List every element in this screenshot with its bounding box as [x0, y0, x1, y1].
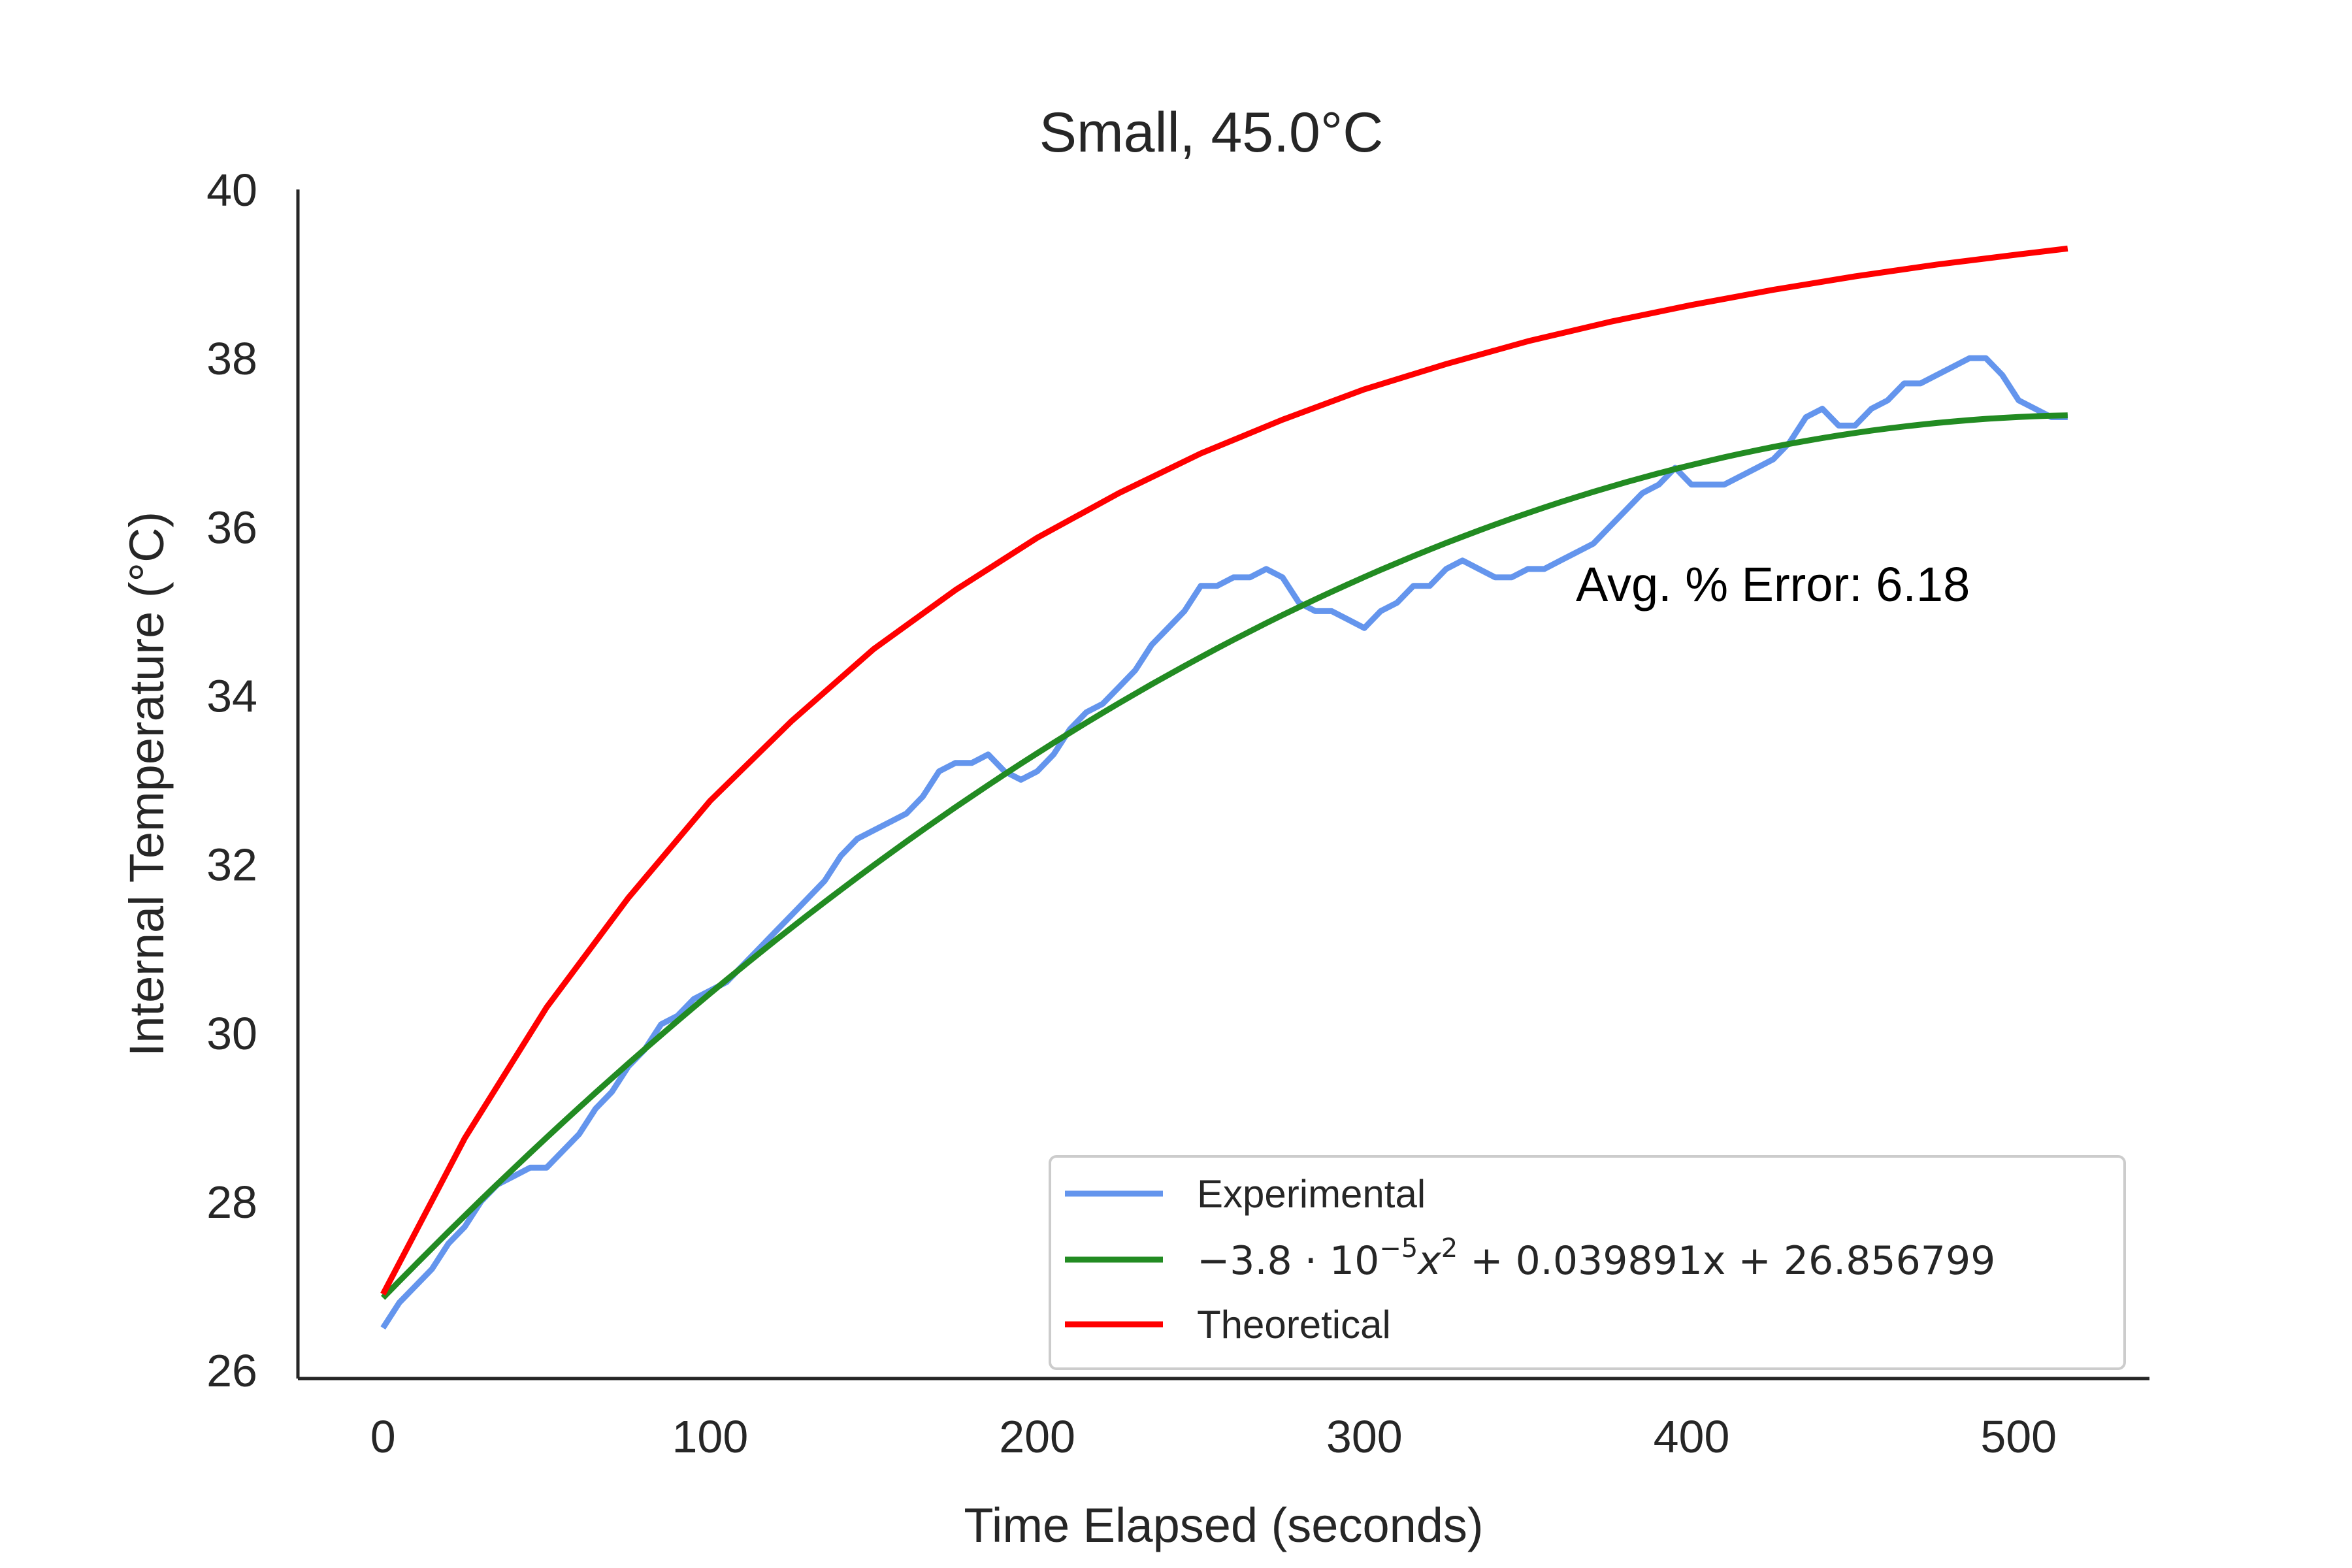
- error-annotation: Avg. % Error: 6.18: [1576, 557, 1970, 612]
- y-tick-label: 28: [206, 1177, 257, 1228]
- y-tick-label: 38: [206, 333, 257, 384]
- series-line-fit: [380, 412, 2068, 1300]
- legend-label-fit: −3.8 · 10−5x2 + 0.039891x + 26.856799: [1197, 1233, 1995, 1284]
- legend-label-experimental: Experimental: [1197, 1172, 1426, 1216]
- series-lines: [380, 245, 2068, 1330]
- y-tick-labels: 26 28 30 32 34 36 38 40: [206, 165, 257, 1396]
- x-tick-label: 100: [672, 1411, 748, 1462]
- legend: Experimental −3.8 · 10−5x2 + 0.039891x +…: [1049, 1155, 2126, 1370]
- y-tick-label: 26: [206, 1345, 257, 1396]
- y-tick-label: 32: [206, 840, 257, 890]
- y-tick-label: 40: [206, 165, 257, 216]
- series-line-theoretical: [380, 245, 2068, 1296]
- x-tick-label: 400: [1654, 1411, 1730, 1462]
- legend-box: [1049, 1155, 2126, 1370]
- chart-title: Small, 45.0°C: [1039, 101, 1384, 164]
- x-tick-label: 200: [999, 1411, 1075, 1462]
- y-axis-label: Internal Temperature (°C): [120, 512, 174, 1056]
- y-tick-label: 34: [206, 670, 257, 721]
- x-tick-labels: 0 100 200 300 400 500: [370, 1411, 2057, 1462]
- y-tick-label: 36: [206, 502, 257, 553]
- x-axis-label: Time Elapsed (seconds): [964, 1498, 1483, 1552]
- x-tick-label: 500: [1980, 1411, 2057, 1462]
- legend-label-theoretical: Theoretical: [1197, 1303, 1391, 1347]
- y-tick-label: 30: [206, 1008, 257, 1059]
- x-tick-label: 0: [370, 1411, 396, 1462]
- x-tick-label: 300: [1326, 1411, 1403, 1462]
- plot-area: 0 100 200 300 400 500 26 28 30 32 34 36 38 40: [206, 165, 2149, 1462]
